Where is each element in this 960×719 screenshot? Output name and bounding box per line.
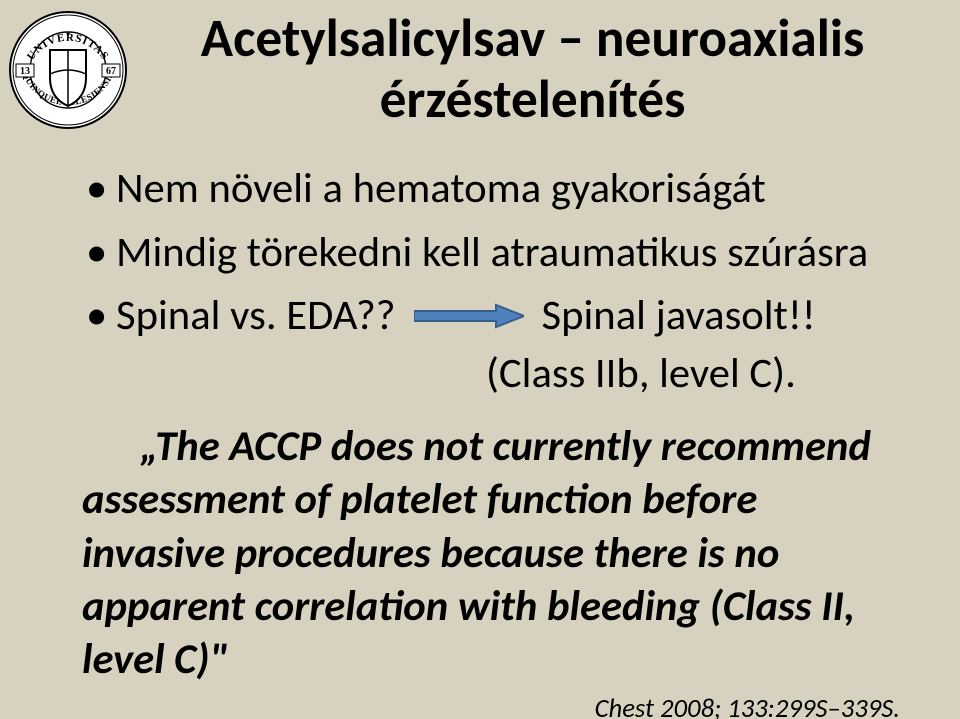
bullet-text-1: Nem növeli a hematoma gyakoriságát [116,162,766,214]
seal-year-left: 13 [20,66,30,77]
slide-title: Acetylsalicylsav – neuroaxialis érzéstel… [135,8,930,131]
bullet-item-3: Spinal vs. EDA?? Spinal javasolt!! (Clas… [82,287,920,402]
bullet-text-2: Mindig törekedni kell atraumatikus szúrá… [116,226,868,278]
bullet-item-1: Nem növeli a hematoma gyakoriságát [82,160,920,218]
bullet-list: Nem növeli a hematoma gyakoriságát Mindi… [82,160,920,408]
arrow-right-icon [414,303,524,329]
seal-icon: · UNIVERSITAS · QUINQUEECCLESIENSIS 13 6… [8,8,128,133]
university-seal-logo: · UNIVERSITAS · QUINQUEECCLESIENSIS 13 6… [8,8,128,133]
seal-year-right: 67 [106,66,116,77]
bullet-text-3-right: Spinal javasolt!! [542,287,816,345]
bullet-text-3-left: Spinal vs. EDA?? [116,287,396,345]
quote-text: „The ACCP does not currently recommend a… [82,420,900,687]
quote-citation: Chest 2008; 133:299S–339S. [82,693,900,719]
slide: · UNIVERSITAS · QUINQUEECCLESIENSIS 13 6… [0,0,960,719]
arrow-shape [414,305,524,327]
quote-block: „The ACCP does not currently recommend a… [82,420,900,719]
bullet-text-3-sub: (Class IIb, level C). [116,345,920,403]
bullet-item-2: Mindig törekedni kell atraumatikus szúrá… [82,224,920,282]
